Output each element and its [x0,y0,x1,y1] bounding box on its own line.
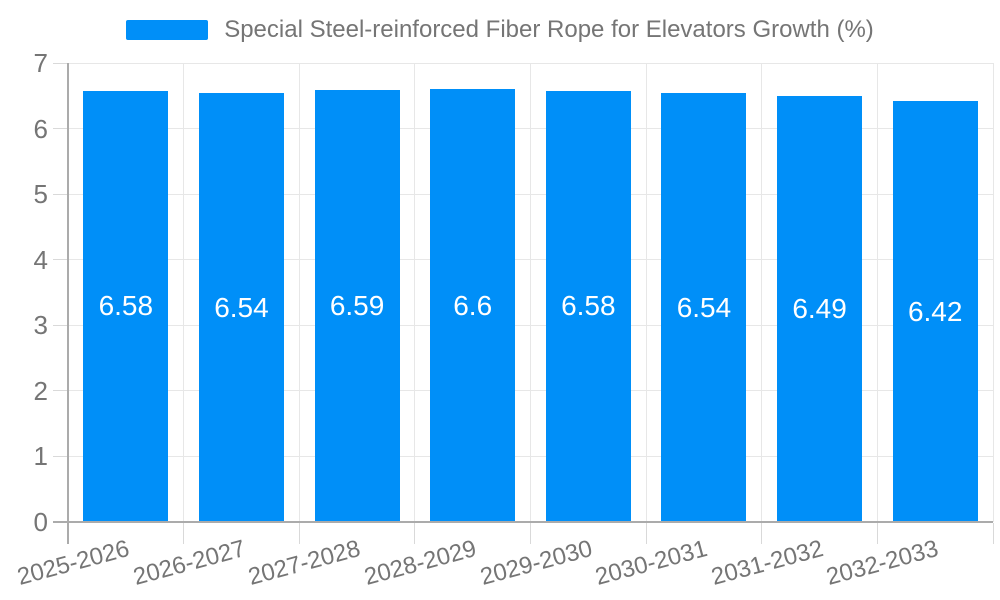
x-axis-label-2032-2033: 2032-2033 [823,535,942,591]
x-axis-label-2031-2032: 2031-2032 [708,535,827,591]
x-axis-label-2027-2028: 2027-2028 [245,535,364,591]
y-tick [53,128,68,130]
y-tick [53,455,68,457]
y-tick [53,62,68,64]
bar-2030-2031[interactable]: 6.54 [661,93,747,522]
y-tick [53,193,68,195]
x-tick [298,523,300,544]
legend-swatch [126,20,209,40]
x-tick [183,523,185,544]
bar-value-label: 6.54 [214,291,269,323]
bar-value-label: 6.58 [98,290,154,322]
x-axis-label-2028-2029: 2028-2029 [361,535,480,591]
y-axis-label: 7 [33,48,48,78]
bar-2025-2026[interactable]: 6.58 [83,90,169,522]
y-axis-label: 3 [33,310,48,341]
x-tick [761,523,763,544]
x-gridline [876,63,878,522]
y-axis-label: 1 [33,441,48,472]
x-gridline [992,63,994,522]
legend-label: Special Steel-reinforced Fiber Rope for … [224,16,874,43]
x-gridline [530,63,531,522]
x-gridline [298,63,300,522]
y-axis-label: 5 [33,179,48,210]
y-tick [53,259,68,261]
x-gridline [183,63,185,522]
y-axis-label: 4 [33,244,48,275]
x-tick [992,523,994,544]
x-tick [645,523,647,544]
y-axis-label: 6 [33,113,48,144]
y-tick [53,390,68,392]
x-axis-label-2026-2027: 2026-2027 [130,535,248,591]
x-tick [876,523,878,544]
bar-2028-2029[interactable]: 6.6 [430,89,516,522]
bar-value-label: 6.49 [792,293,847,325]
y-axis-label: 0 [33,507,48,537]
bar-2029-2030[interactable]: 6.58 [545,90,631,522]
x-gridline [761,63,763,522]
x-tick [530,523,531,544]
y-tick [53,324,68,326]
bar-value-label: 6.6 [453,289,493,321]
x-axis-label-2029-2030: 2029-2030 [476,535,595,591]
y-axis-line [67,63,69,544]
x-axis-label-2025-2026: 2025-2026 [14,535,133,591]
x-gridline [645,63,647,522]
bar-2032-2033[interactable]: 6.42 [892,101,978,522]
bar-2027-2028[interactable]: 6.59 [314,89,400,522]
x-tick [414,523,416,544]
bar-value-label: 6.42 [907,295,963,327]
bar-2026-2027[interactable]: 6.54 [198,93,284,522]
bar-value-label: 6.58 [561,290,616,322]
legend[interactable]: Special Steel-reinforced Fiber Rope for … [0,18,1000,42]
bar-value-label: 6.59 [329,289,385,321]
bar-2031-2032[interactable]: 6.49 [777,96,863,522]
x-gridline [414,63,416,522]
bar-value-label: 6.54 [676,291,732,323]
x-axis-line [53,521,993,523]
x-axis-label-2030-2031: 2030-2031 [592,535,711,591]
y-axis-label: 2 [33,375,48,406]
